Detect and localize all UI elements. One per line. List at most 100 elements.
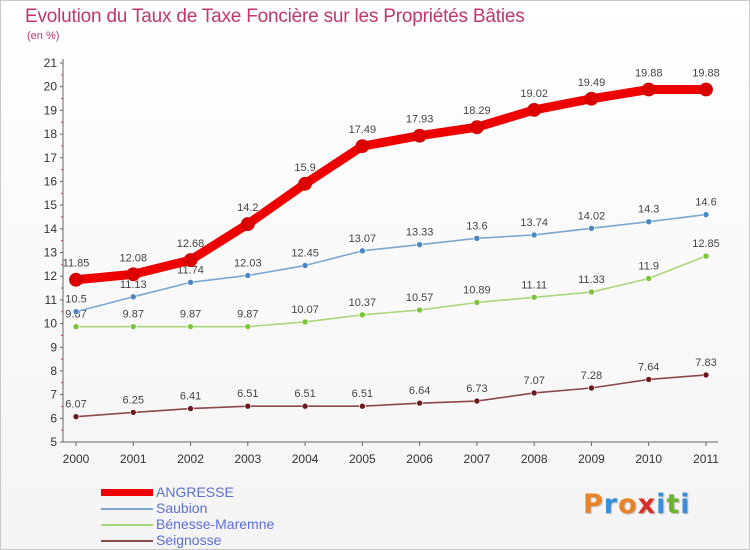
line-chart: 5 6 7 8 9 10 11 12 13 14 15 16 17 18 19 20 21 2000 2001 200… [44, 56, 720, 466]
data-label: 6.73 [466, 383, 487, 395]
data-point [183, 253, 198, 267]
data-point [359, 311, 366, 319]
legend-swatch [101, 489, 153, 496]
legend-item: Seignosse [101, 532, 321, 548]
data-label: 13.33 [406, 227, 434, 239]
y-tick-label: 6 [50, 411, 57, 425]
data-label: 7.07 [523, 375, 544, 387]
y-tick-label: 16 [44, 174, 58, 188]
x-tick-label: 2009 [578, 452, 605, 466]
series-line [75, 255, 707, 328]
data-point [527, 103, 542, 117]
y-tick-label: 5 [50, 435, 57, 449]
data-label: 19.02 [520, 88, 548, 100]
data-point [187, 405, 194, 412]
data-point [69, 272, 83, 287]
data-point [298, 176, 312, 191]
data-point [641, 82, 656, 97]
data-point [301, 402, 309, 410]
series-1: 10.5 11.13 11.74 12.03 12.45 13.07 13.33 13.6 13… [65, 197, 717, 316]
data-point [588, 225, 595, 232]
data-label: 7.64 [638, 361, 659, 373]
data-point [416, 241, 423, 248]
data-point [72, 413, 80, 420]
data-point [126, 267, 141, 282]
data-point [699, 82, 713, 97]
legend-item: Bénesse-Maremne [101, 516, 321, 532]
y-tick-label: 14 [44, 222, 58, 236]
data-point [359, 402, 366, 410]
data-point [416, 306, 423, 314]
x-tick-label: 2006 [406, 452, 433, 466]
data-point [244, 272, 252, 279]
data-point [588, 384, 595, 392]
data-point [702, 252, 710, 260]
data-label: 11.11 [521, 279, 547, 291]
series-line [71, 85, 711, 285]
x-tick-label: 2008 [521, 452, 548, 466]
y-tick-label: 12 [44, 269, 58, 283]
data-label: 6.25 [123, 394, 144, 406]
data-label: 12.85 [692, 238, 720, 250]
data-label: 9.87 [180, 309, 201, 321]
x-tick-label: 2001 [120, 452, 147, 466]
data-label: 12.68 [177, 238, 205, 250]
data-point [359, 247, 366, 255]
y-tick-label: 21 [44, 56, 58, 70]
data-point [301, 318, 309, 326]
chart-unit-label: (en %) [27, 30, 60, 42]
data-label: 14.02 [578, 210, 606, 222]
y-tick-label: 19 [44, 103, 58, 117]
data-point [240, 217, 255, 231]
y-tick-label: 20 [44, 80, 58, 94]
y-tick-label: 15 [44, 198, 58, 212]
data-label: 12.03 [234, 257, 262, 269]
data-point [473, 397, 481, 405]
y-tick-label: 18 [44, 127, 58, 141]
x-tick-label: 2011 [693, 452, 719, 466]
y-tick-label: 13 [44, 246, 58, 260]
data-label: 17.49 [349, 124, 377, 136]
data-label: 19.49 [578, 77, 606, 89]
data-point [412, 128, 427, 143]
data-point [72, 308, 80, 316]
data-point [530, 231, 538, 239]
data-label: 18.29 [463, 105, 491, 117]
data-point [588, 288, 595, 296]
data-label: 6.51 [352, 388, 373, 400]
series-2: 9.879.879.879.8710.0710.3710.5710.8911.1… [65, 238, 720, 330]
data-point [187, 323, 194, 330]
data-point [470, 120, 484, 135]
data-label: 11.33 [578, 274, 605, 286]
data-label: 10.5 [65, 294, 86, 306]
series-3: 6.07 6.25 6.41 6.51 6.51 6.51 6.64 6.73 7.07 7.28… [65, 357, 717, 420]
legend-item: Saubion [101, 500, 321, 516]
data-point [645, 218, 653, 226]
data-point [530, 389, 538, 397]
data-point [244, 402, 252, 410]
data-label: 19.88 [692, 68, 720, 80]
data-label: 9.87 [123, 309, 144, 321]
data-label: 11.74 [177, 264, 204, 276]
data-label: 6.51 [294, 388, 315, 400]
y-tick-label: 7 [50, 388, 57, 402]
data-label: 10.57 [406, 292, 434, 304]
x-tick-label: 2010 [635, 452, 662, 466]
data-point [129, 409, 137, 416]
data-label: 17.93 [406, 114, 434, 126]
data-label: 6.07 [65, 399, 86, 411]
x-tick-label: 2003 [234, 452, 261, 466]
data-label: 10.37 [349, 297, 377, 309]
data-label: 12.45 [291, 248, 319, 260]
data-label: 15.9 [294, 162, 315, 174]
y-tick-label: 8 [50, 364, 57, 378]
data-label: 7.28 [581, 370, 602, 382]
data-point [530, 293, 538, 301]
legend-label: ANGRESSE [156, 484, 234, 500]
series-0: 11.85 12.08 12.68 14.2 15.9 17.49 17.93 18.29 19… [63, 68, 720, 287]
data-point [645, 376, 653, 383]
y-tick-label: 17 [44, 151, 58, 165]
x-tick-label: 2004 [292, 452, 319, 466]
data-label: 10.89 [463, 284, 491, 296]
